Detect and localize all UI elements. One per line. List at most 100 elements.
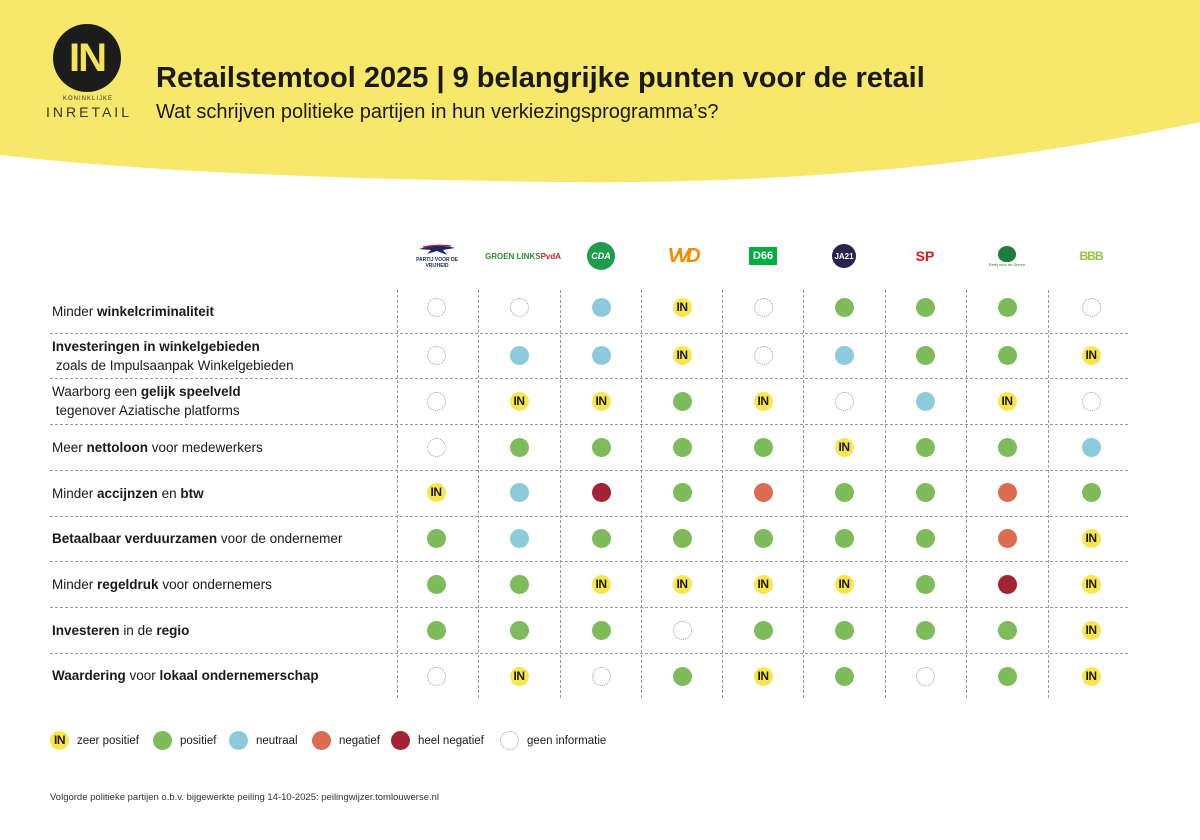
header-banner — [0, 0, 1200, 183]
score-dot-positief — [591, 528, 611, 548]
score-dot-geen-informatie — [426, 437, 446, 457]
row-label-text: voor de ondernemer — [217, 531, 343, 546]
legend-swatch — [500, 731, 519, 750]
party-logo-vvd: VVD — [652, 236, 712, 276]
row-label: Waarborg een gelijk speelveld tegenover … — [52, 378, 382, 424]
gl-text: GROEN LINKS — [485, 251, 541, 261]
score-dot-geen-informatie — [509, 297, 529, 317]
score-dot-positief — [753, 437, 773, 457]
score-dot-geen-informatie — [591, 666, 611, 686]
row-divider — [50, 470, 1128, 471]
score-dot-neutraal — [591, 345, 611, 365]
column-divider — [966, 290, 967, 698]
row-label-text: zoals de Impulsaanpak Winkelgebieden — [52, 357, 294, 373]
score-dot-positief — [426, 574, 446, 594]
legend-swatch — [153, 731, 172, 750]
score-dot-zeer-positief: IN — [672, 574, 692, 594]
row-label-text: in de — [119, 622, 157, 638]
score-dot-positief — [672, 391, 692, 411]
score-dot-geen-informatie — [672, 620, 692, 640]
score-dot-positief — [997, 297, 1017, 317]
score-dot-zeer-positief: IN — [591, 391, 611, 411]
row-label-bold: regio — [156, 622, 190, 638]
row-label: Meer nettoloon voor medewerkers — [52, 424, 382, 470]
score-dot-geen-informatie — [426, 297, 446, 317]
legend-item-negatief: negatief — [312, 731, 380, 750]
row-label-bold: accijnzen — [97, 485, 158, 501]
logo-name: INRETAIL — [46, 104, 132, 120]
score-dot-zeer-positief: IN — [1081, 620, 1101, 640]
sp-text: SP — [915, 248, 935, 264]
row-label-bold: Investeringen in winkelgebieden — [52, 338, 260, 354]
legend-swatch: IN — [50, 731, 69, 750]
score-dot-positief — [426, 528, 446, 548]
score-dot-negatief — [753, 482, 773, 502]
score-dot-positief — [834, 666, 854, 686]
row-label-bold: Betaalbaar verduurzamen — [52, 531, 218, 546]
score-dot-positief — [834, 297, 854, 317]
row-divider — [50, 378, 1128, 379]
score-dot-neutraal — [509, 528, 529, 548]
score-dot-neutraal — [915, 391, 935, 411]
legend-label: zeer positief — [77, 734, 140, 747]
score-dot-positief — [915, 297, 935, 317]
row-label: Betaalbaar verduurzamen voor de ondernem… — [52, 516, 382, 561]
row-label-bold: Waardering — [52, 668, 126, 683]
row-divider — [50, 653, 1128, 654]
pvdd-text: Partij voor de Dieren — [988, 261, 1026, 267]
score-dot-positief — [915, 482, 935, 502]
score-dot-negatief — [997, 528, 1017, 548]
score-dot-positief — [672, 528, 692, 548]
row-label: Minder accijnzen en btw — [52, 470, 382, 516]
score-dot-zeer-positief: IN — [753, 666, 773, 686]
row-divider — [50, 424, 1128, 425]
score-dot-geen-informatie — [834, 391, 854, 411]
legend-label: neutraal — [256, 734, 298, 747]
score-dot-zeer-positief: IN — [753, 391, 773, 411]
legend-swatch — [312, 731, 331, 750]
bbb-text: BBB — [1079, 249, 1104, 263]
score-dot-positief — [509, 437, 529, 457]
score-dot-zeer-positief: IN — [426, 482, 446, 502]
party-logo-glpvda: GROEN LINKS PvdA — [485, 236, 561, 276]
score-dot-geen-informatie — [1081, 297, 1101, 317]
score-dot-zeer-positief: IN — [591, 574, 611, 594]
score-dot-neutraal — [591, 297, 611, 317]
pvdd-leaf-icon — [998, 245, 1016, 262]
score-dot-zeer-positief: IN — [1081, 574, 1101, 594]
score-dot-positief — [426, 620, 446, 640]
row-label: Investeren in de regio — [52, 607, 382, 653]
row-label-bold: nettoloon — [86, 439, 148, 455]
row-divider — [50, 516, 1128, 517]
row-label-bold: gelijk speelveld — [140, 384, 241, 399]
row-divider — [50, 333, 1128, 334]
score-dot-neutraal — [509, 482, 529, 502]
score-dot-positief — [834, 482, 854, 502]
row-label-text: Meer — [52, 439, 87, 455]
score-dot-positief — [834, 620, 854, 640]
score-dot-positief — [834, 528, 854, 548]
party-logo-sp: SP — [895, 236, 955, 276]
row-label-text: voor ondernemers — [158, 576, 272, 592]
column-divider — [478, 290, 479, 698]
row-label-text: Minder — [52, 485, 98, 501]
party-logo-cda: CDA — [571, 236, 631, 276]
score-dot-zeer-positief: IN — [672, 297, 692, 317]
score-dot-heel-negatief — [591, 482, 611, 502]
score-dot-positief — [997, 620, 1017, 640]
row-divider — [50, 607, 1128, 608]
score-dot-zeer-positief: IN — [834, 574, 854, 594]
row-label: Minder winkelcriminaliteit — [52, 290, 382, 333]
score-dot-zeer-positief: IN — [1081, 345, 1101, 365]
score-dot-geen-informatie — [426, 391, 446, 411]
score-dot-positief — [915, 574, 935, 594]
legend-label: heel negatief — [418, 734, 484, 747]
logo-small-text: KONINKLIJKE — [62, 96, 113, 102]
legend-label: positief — [180, 734, 217, 747]
score-dot-positief — [753, 620, 773, 640]
score-dot-geen-informatie — [753, 297, 773, 317]
score-dot-positief — [915, 437, 935, 457]
score-dot-heel-negatief — [997, 574, 1017, 594]
cda-text: CDA — [587, 242, 615, 270]
legend-item-zeer-positief: IN zeer positief — [50, 731, 139, 750]
